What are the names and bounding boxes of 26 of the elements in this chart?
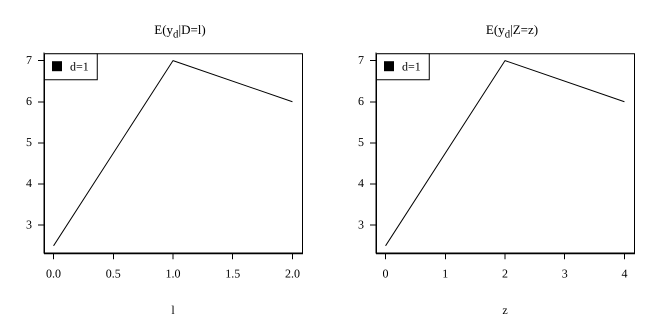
x-tick-label: 1 [442,266,448,281]
y-tick-label: 7 [26,52,32,67]
y-tick-label: 5 [358,135,364,150]
x-axis-title: z [502,302,508,317]
x-tick-label: 0 [382,266,389,281]
x-tick-label: 2 [502,266,508,281]
y-tick-label: 6 [26,94,32,108]
x-tick-label: 4 [621,266,628,281]
y-tick-label: 4 [26,176,32,190]
y-tick-label: 4 [358,176,364,190]
y-tick-label: 3 [26,217,32,232]
x-tick-label: 1.5 [225,266,240,281]
x-tick-label: 2.0 [284,266,300,281]
x-tick-label: 0.5 [106,266,121,281]
legend-label: d=1 [70,59,89,74]
x-tick-label: 3 [562,266,568,281]
x-axis-title: l [171,302,176,317]
chart-title: E(y$_{d}$|Z=z) [484,22,540,41]
y-tick-label: 5 [26,135,32,150]
legend-label: d=1 [402,59,421,74]
x-tick-label: 0.0 [46,266,62,281]
y-tick-label: 7 [358,52,364,67]
y-tick-label: 3 [358,217,364,232]
y-tick-label: 6 [358,94,364,108]
chart-title: E(y$_{d}$|D=l) [153,22,207,41]
x-tick-label: 1.0 [166,266,180,281]
